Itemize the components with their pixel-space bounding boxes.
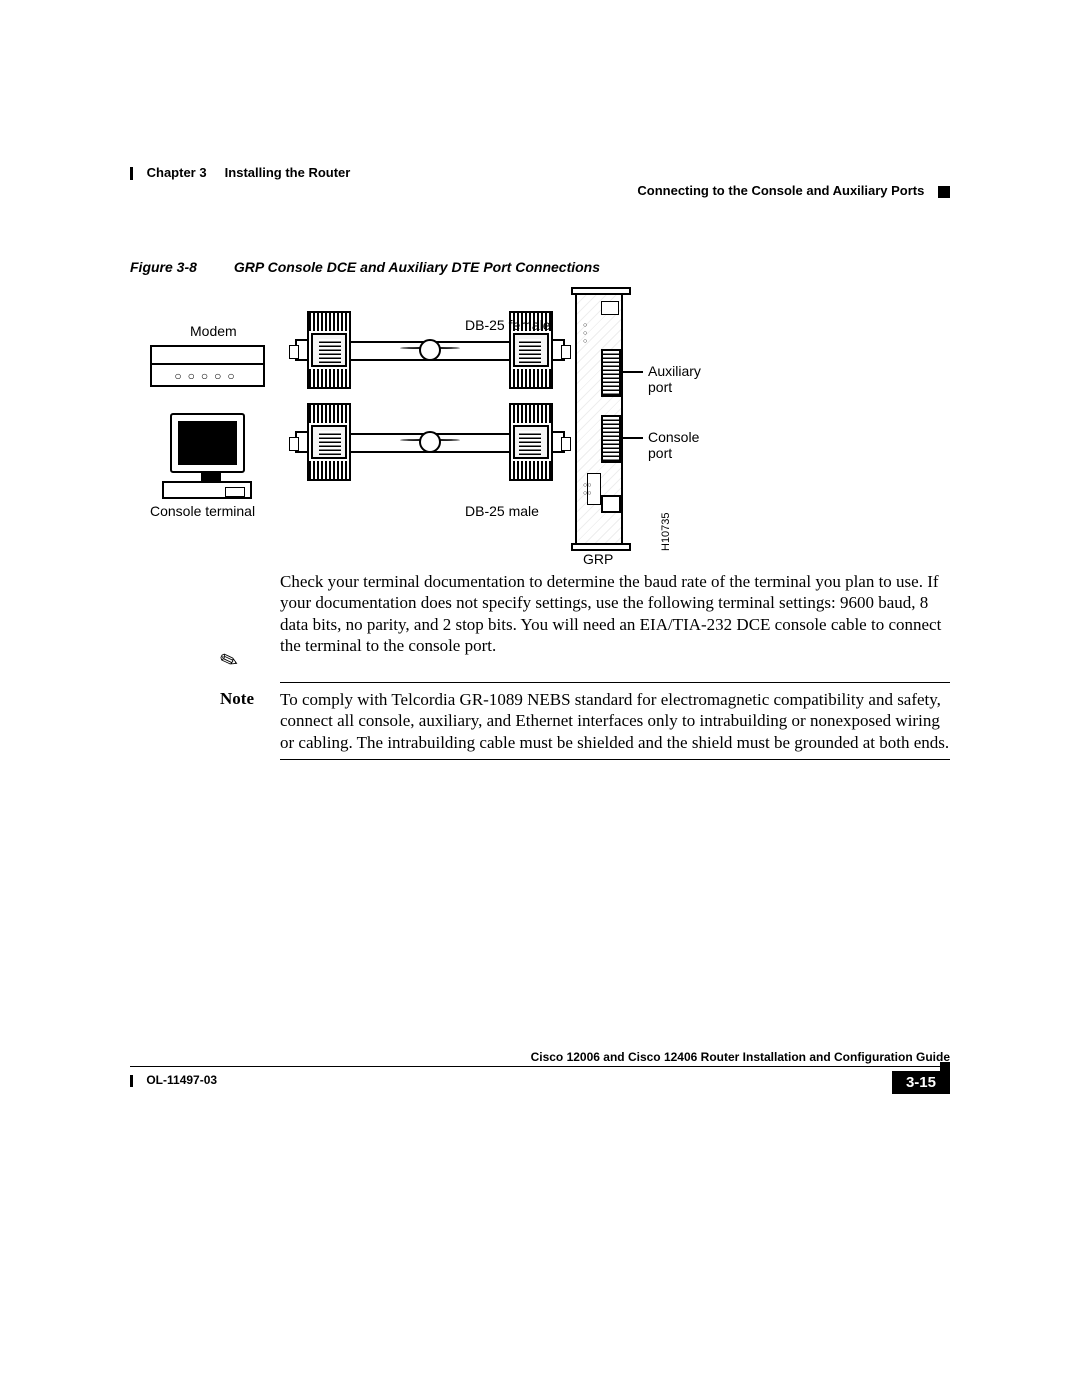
note-block: ✎ Note To comply with Telcordia GR-1089 … bbox=[220, 682, 950, 760]
header-box-icon bbox=[938, 186, 950, 198]
section-line: Connecting to the Console and Auxiliary … bbox=[637, 183, 950, 198]
aux-pointer-line bbox=[623, 371, 643, 373]
modem-icon: ○○○○○ bbox=[150, 345, 265, 387]
pencil-icon: ✎ bbox=[220, 648, 238, 674]
chapter-line: Chapter 3 Installing the Router bbox=[130, 165, 950, 180]
connector-right-icon bbox=[509, 403, 565, 481]
header-tick-icon bbox=[130, 167, 133, 180]
figure-ref-id: H10735 bbox=[660, 512, 672, 551]
grp-card-icon: ○○○ ○○○○ bbox=[575, 293, 623, 545]
chapter-label: Chapter 3 bbox=[147, 165, 207, 180]
figure-diagram: Modem ○○○○○ Console terminal bbox=[130, 293, 850, 563]
connector-left-icon bbox=[295, 403, 351, 481]
terminal-icon bbox=[170, 413, 252, 499]
note-text: To comply with Telcordia GR-1089 NEBS st… bbox=[280, 689, 950, 753]
footer-guide-title: Cisco 12006 and Cisco 12406 Router Insta… bbox=[130, 1050, 950, 1067]
chapter-title: Installing the Router bbox=[225, 165, 351, 180]
footer-doc-id: OL-11497-03 bbox=[130, 1073, 217, 1087]
cable-bottom-icon bbox=[295, 403, 565, 483]
console-port-label: Consoleport bbox=[648, 429, 699, 461]
db25-female-label: DB-25 female bbox=[465, 317, 551, 333]
con-pointer-line bbox=[623, 437, 643, 439]
note-label: Note bbox=[220, 689, 280, 753]
body-paragraph: Check your terminal documentation to det… bbox=[280, 571, 950, 656]
grp-label: GRP bbox=[583, 551, 613, 567]
auxiliary-port-label: Auxiliaryport bbox=[648, 363, 701, 395]
modem-label: Modem bbox=[190, 323, 237, 339]
console-terminal-label: Console terminal bbox=[150, 503, 255, 519]
figure-number: Figure 3-8 bbox=[130, 259, 230, 275]
figure-caption: Figure 3-8 GRP Console DCE and Auxiliary… bbox=[130, 259, 950, 275]
page-header: Chapter 3 Installing the Router Connecti… bbox=[130, 165, 950, 205]
page-footer: Cisco 12006 and Cisco 12406 Router Insta… bbox=[130, 1050, 950, 1097]
figure-title: GRP Console DCE and Auxiliary DTE Port C… bbox=[234, 259, 600, 275]
db25-male-label: DB-25 male bbox=[465, 503, 539, 519]
section-title: Connecting to the Console and Auxiliary … bbox=[637, 183, 924, 198]
footer-tick-icon bbox=[130, 1075, 133, 1087]
connector-left-icon bbox=[295, 311, 351, 389]
page-number: 3-15 bbox=[892, 1071, 950, 1094]
